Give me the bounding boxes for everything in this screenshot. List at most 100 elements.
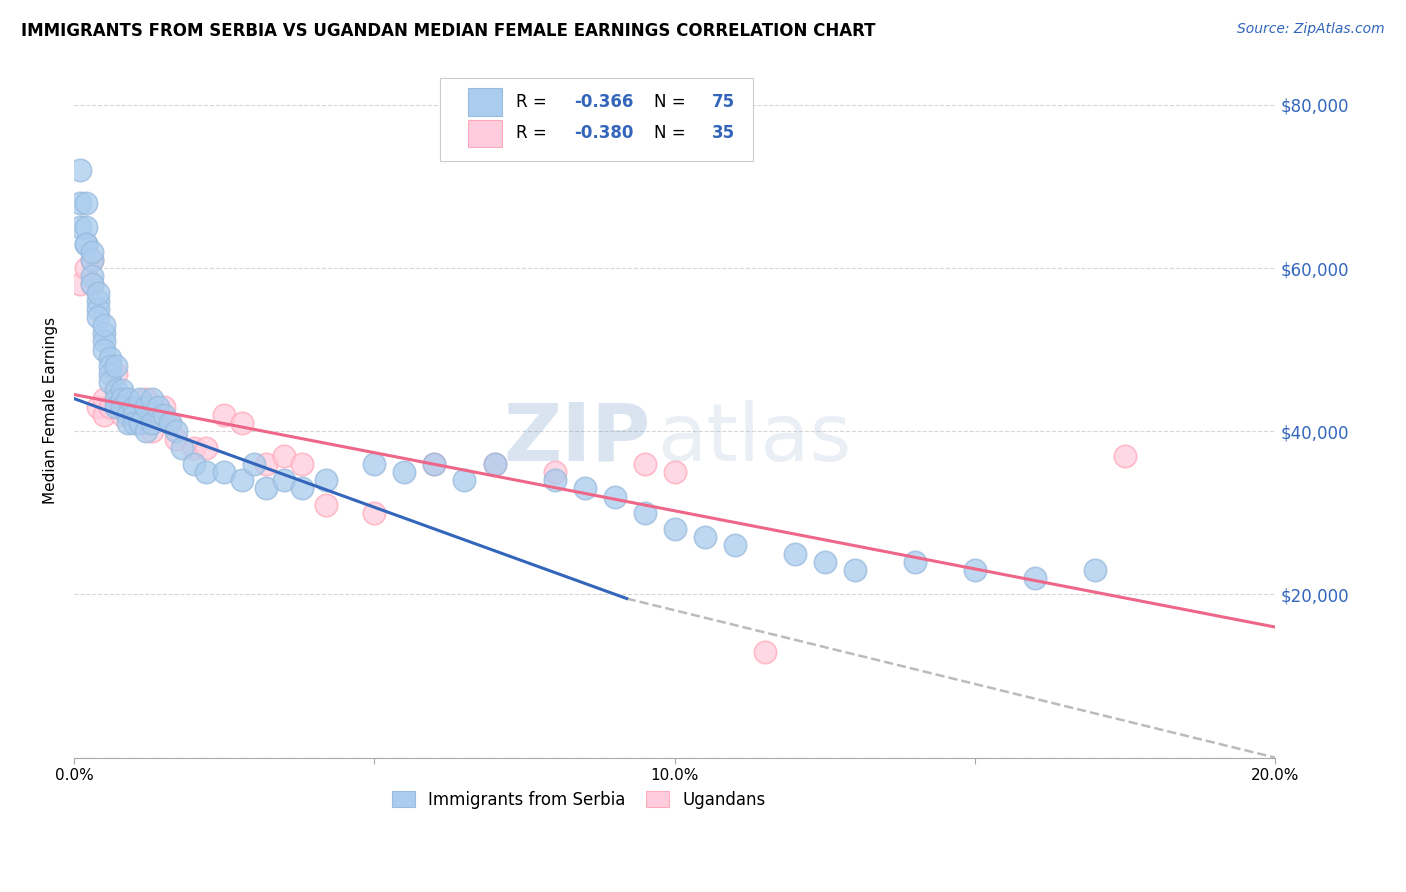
- Point: [105, 400, 128, 414]
- Point: [574, 481, 596, 495]
- Text: ZIP: ZIP: [503, 400, 651, 477]
- Point: [93, 343, 115, 357]
- Point: [111, 400, 134, 414]
- Point: [183, 457, 205, 471]
- Point: [122, 400, 145, 414]
- Point: [363, 457, 385, 471]
- Text: R =: R =: [516, 93, 553, 112]
- Point: [82, 269, 104, 284]
- Point: [135, 392, 157, 406]
- Point: [69, 220, 91, 235]
- Point: [98, 359, 121, 373]
- Text: -0.366: -0.366: [574, 93, 633, 112]
- Point: [423, 457, 446, 471]
- Text: R =: R =: [516, 124, 553, 143]
- Point: [423, 457, 446, 471]
- Point: [98, 351, 121, 365]
- Text: N =: N =: [654, 124, 692, 143]
- Point: [75, 261, 97, 276]
- Point: [117, 416, 139, 430]
- Point: [117, 400, 139, 414]
- Point: [75, 236, 97, 251]
- Point: [93, 392, 115, 406]
- Text: 35: 35: [711, 124, 735, 143]
- Point: [484, 457, 506, 471]
- Point: [363, 506, 385, 520]
- Point: [135, 424, 157, 438]
- Point: [634, 457, 657, 471]
- Point: [273, 449, 295, 463]
- Point: [453, 473, 475, 487]
- Bar: [468, 120, 502, 147]
- Point: [634, 506, 657, 520]
- Point: [212, 465, 235, 479]
- Point: [159, 416, 181, 430]
- Point: [165, 424, 187, 438]
- Point: [87, 285, 110, 300]
- Point: [543, 473, 565, 487]
- Point: [87, 310, 110, 324]
- Point: [148, 400, 170, 414]
- Text: Source: ZipAtlas.com: Source: ZipAtlas.com: [1237, 22, 1385, 37]
- Point: [141, 416, 163, 430]
- Point: [93, 334, 115, 349]
- Point: [93, 318, 115, 333]
- Text: IMMIGRANTS FROM SERBIA VS UGANDAN MEDIAN FEMALE EARNINGS CORRELATION CHART: IMMIGRANTS FROM SERBIA VS UGANDAN MEDIAN…: [21, 22, 876, 40]
- Point: [105, 367, 128, 381]
- Point: [82, 252, 104, 267]
- Point: [664, 522, 686, 536]
- Point: [105, 384, 128, 398]
- Point: [98, 400, 121, 414]
- Point: [783, 547, 806, 561]
- Point: [117, 392, 139, 406]
- Point: [69, 277, 91, 292]
- Point: [117, 408, 139, 422]
- Text: atlas: atlas: [657, 400, 851, 477]
- Point: [82, 277, 104, 292]
- Point: [693, 530, 716, 544]
- Point: [93, 326, 115, 341]
- Point: [141, 424, 163, 438]
- Point: [664, 465, 686, 479]
- Point: [904, 555, 927, 569]
- Point: [105, 392, 128, 406]
- Point: [98, 367, 121, 381]
- Point: [87, 293, 110, 308]
- Text: 75: 75: [711, 93, 735, 112]
- Point: [159, 416, 181, 430]
- Point: [111, 392, 134, 406]
- Point: [814, 555, 837, 569]
- Point: [105, 359, 128, 373]
- Point: [87, 301, 110, 316]
- Point: [135, 400, 157, 414]
- Point: [122, 416, 145, 430]
- Point: [394, 465, 416, 479]
- Point: [754, 644, 776, 658]
- Bar: [468, 88, 502, 116]
- Point: [963, 563, 986, 577]
- Legend: Immigrants from Serbia, Ugandans: Immigrants from Serbia, Ugandans: [385, 784, 772, 815]
- Point: [75, 220, 97, 235]
- Point: [254, 457, 277, 471]
- Point: [111, 384, 134, 398]
- Text: -0.380: -0.380: [574, 124, 633, 143]
- Point: [153, 400, 176, 414]
- Point: [165, 433, 187, 447]
- Point: [98, 376, 121, 390]
- Point: [231, 416, 253, 430]
- Point: [484, 457, 506, 471]
- Point: [183, 441, 205, 455]
- Point: [141, 392, 163, 406]
- Point: [291, 481, 314, 495]
- Point: [129, 392, 152, 406]
- Point: [603, 490, 626, 504]
- Point: [82, 244, 104, 259]
- Text: N =: N =: [654, 93, 692, 112]
- Point: [129, 416, 152, 430]
- Point: [82, 277, 104, 292]
- Point: [543, 465, 565, 479]
- Point: [172, 441, 194, 455]
- Point: [273, 473, 295, 487]
- Point: [291, 457, 314, 471]
- Point: [315, 498, 337, 512]
